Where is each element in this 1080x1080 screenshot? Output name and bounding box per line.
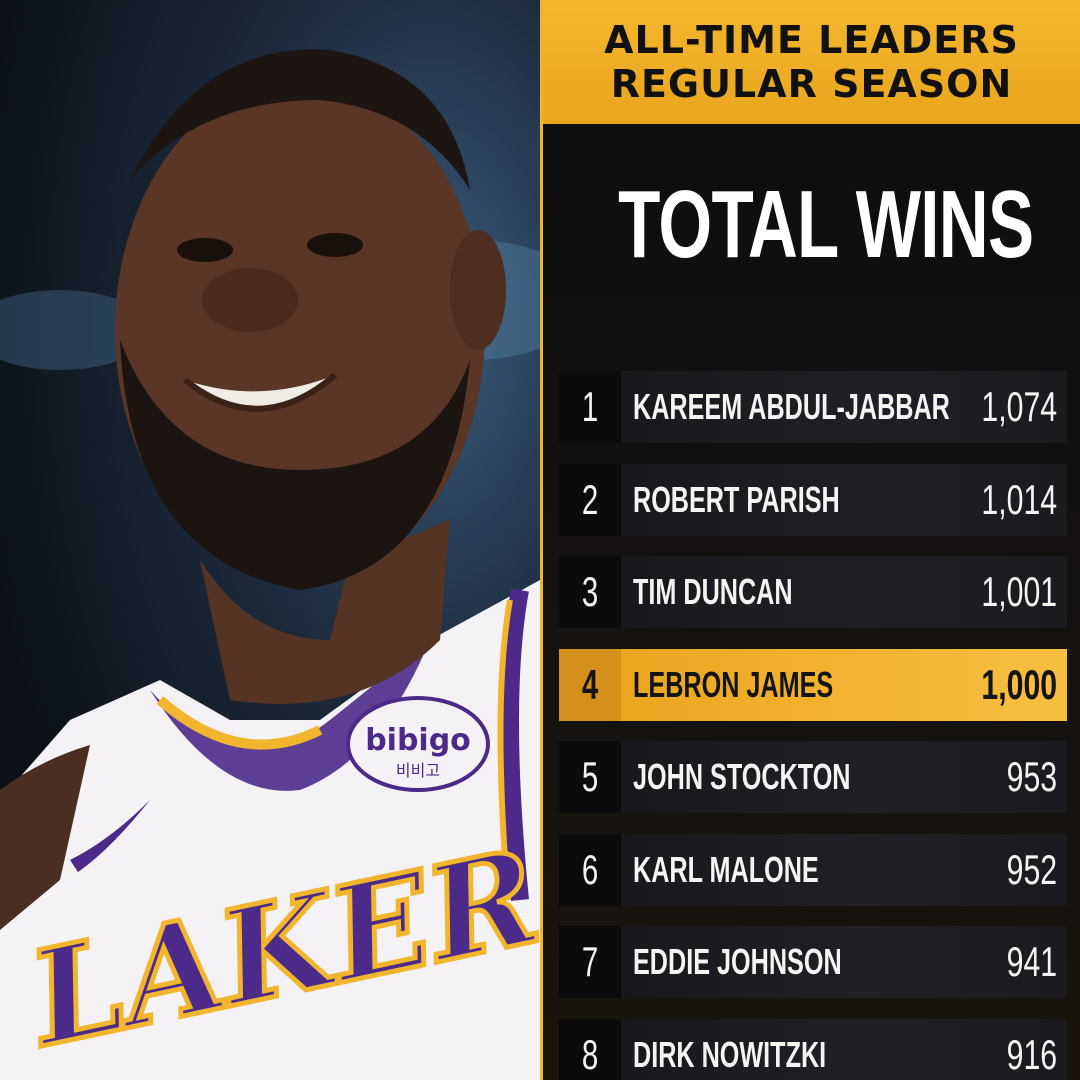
sponsor-patch-subtext: 비비고 <box>396 761 440 780</box>
sponsor-patch-text: bibigo <box>365 723 471 758</box>
leader-name: EDDIE JOHNSON <box>633 941 842 982</box>
rank-cell <box>559 371 621 443</box>
leader-wins: 1,014 <box>981 475 1057 523</box>
leader-row: 8 DIRK NOWITZKI 916 <box>559 1018 1067 1080</box>
player-photo: bibigo 비비고 LAKERS <box>0 0 540 1080</box>
leader-wins: 952 <box>1006 845 1057 893</box>
leader-rank: 1 <box>581 383 599 430</box>
leader-name: JOHN STOCKTON <box>633 756 851 797</box>
rank-cell <box>559 741 621 813</box>
header-subtitle: REGULAR SEASON <box>610 62 1013 106</box>
leader-row: 5 JOHN STOCKTON 953 <box>559 741 1067 813</box>
leader-rank: 6 <box>581 845 599 893</box>
leader-name: ROBERT PARISH <box>633 478 840 520</box>
leader-rank: 4 <box>581 660 599 708</box>
header-title: ALL-TIME LEADERS <box>604 18 1019 62</box>
leader-rank: 3 <box>581 568 599 615</box>
leaders-panel: ALL-TIME LEADERS REGULAR SEASON TOTAL WI… <box>540 0 1080 1080</box>
leader-name: KARL MALONE <box>633 848 819 890</box>
leader-wins: 1,000 <box>981 660 1057 708</box>
rank-cell <box>559 556 621 628</box>
stat-title: TOTAL WINS <box>618 171 1034 278</box>
sponsor-patch: bibigo 비비고 <box>346 696 490 792</box>
leader-wins: 916 <box>1006 1030 1057 1078</box>
leader-row: 6 KARL MALONE 952 <box>559 833 1067 906</box>
leader-row: 2 ROBERT PARISH 1,014 <box>559 463 1067 536</box>
leader-rank: 2 <box>581 475 599 523</box>
leader-row: 1 KAREEM ABDUL-JABBAR 1,074 <box>559 371 1067 443</box>
header-band: ALL-TIME LEADERS REGULAR SEASON <box>543 0 1080 124</box>
leader-wins: 1,074 <box>981 383 1057 430</box>
rank-cell <box>559 648 621 721</box>
rank-cell <box>559 463 621 536</box>
leader-name: TIM DUNCAN <box>633 571 793 612</box>
leader-name: LEBRON JAMES <box>633 663 834 705</box>
rank-cell <box>559 926 621 998</box>
leaders-list: 1 KAREEM ABDUL-JABBAR 1,074 2 ROBERT PARISH 1… <box>559 371 1067 1080</box>
leader-name: DIRK NOWITZKI <box>633 1033 827 1075</box>
leader-row-highlighted: 4 LEBRON JAMES 1,000 <box>559 648 1067 721</box>
rank-cell <box>559 1018 621 1080</box>
leader-rank: 7 <box>581 938 599 985</box>
leader-name: KAREEM ABDUL-JABBAR <box>633 386 950 427</box>
swoosh-logo <box>70 800 150 872</box>
leader-wins: 1,001 <box>981 568 1057 615</box>
leader-rank: 5 <box>581 753 599 800</box>
leader-rank: 8 <box>581 1030 599 1078</box>
player-illustration: bibigo 비비고 LAKERS <box>0 49 540 1080</box>
leader-row: 7 EDDIE JOHNSON 941 <box>559 926 1067 998</box>
leader-wins: 953 <box>1006 753 1057 800</box>
leader-wins: 941 <box>1006 938 1057 985</box>
rank-cell <box>559 833 621 906</box>
leader-row: 3 TIM DUNCAN 1,001 <box>559 556 1067 628</box>
